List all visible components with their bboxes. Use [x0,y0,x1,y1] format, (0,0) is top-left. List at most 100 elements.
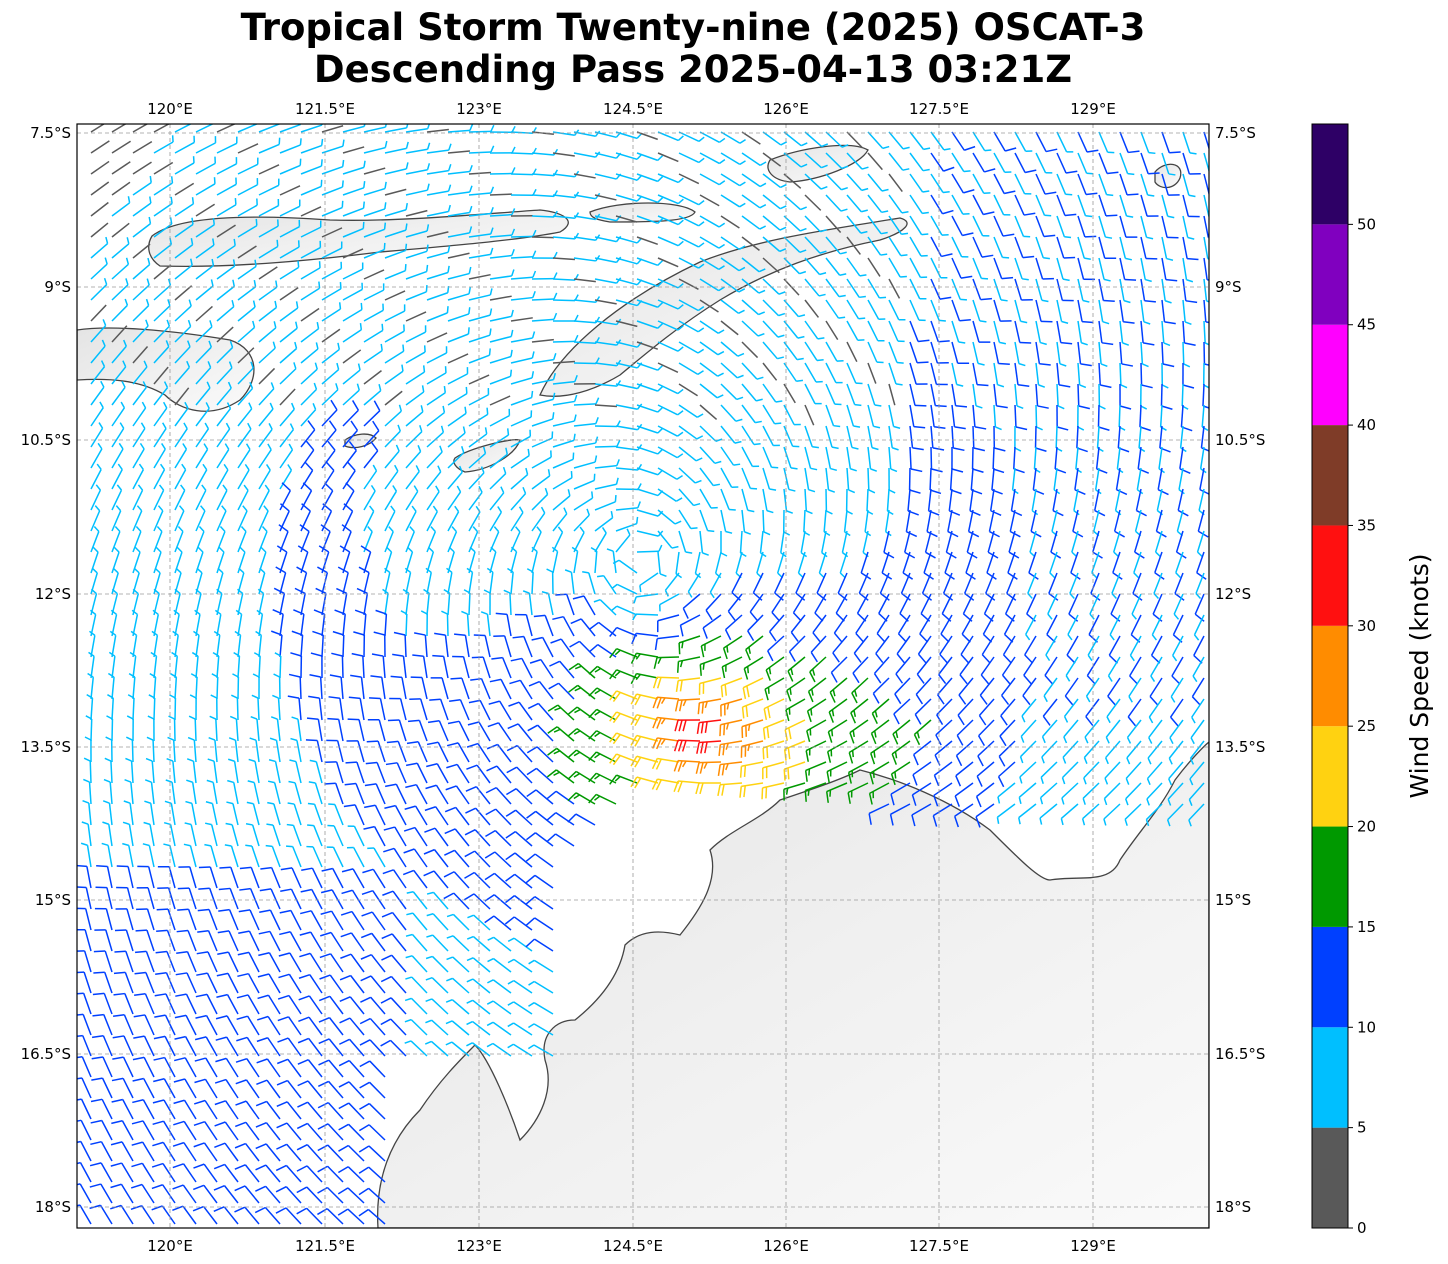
wind-barb [809,656,827,683]
wind-barb [980,656,995,685]
wind-barb [90,1140,113,1162]
wind-barb [300,362,318,385]
wind-barb [1139,404,1151,432]
wind-barb [867,152,883,171]
wind-barb [846,278,866,299]
wind-barb [678,509,698,530]
wind-barb [340,953,365,973]
wind-barb [279,464,293,490]
wind-barb [136,908,155,931]
wind-barb [256,1058,281,1078]
wind-barb [846,131,863,149]
wind-barb [216,993,239,1015]
wind-barb [275,1164,302,1183]
wind-barb [297,1101,323,1120]
wind-barb [255,1100,281,1120]
wind-barb [426,204,451,217]
wind-barb [505,873,533,889]
wind-barb [849,719,869,744]
wind-barb [153,422,167,448]
wind-barb [652,716,680,729]
wind-barb [1006,572,1017,601]
wind-barb [342,400,360,427]
wind-barb [804,152,828,169]
wind-barb [489,228,516,238]
wind-barb [651,778,680,791]
wind-barb [405,224,430,238]
wind-barb [762,152,782,167]
wind-barb [993,278,1008,302]
wind-barb [1014,425,1022,452]
wind-barb [657,509,682,525]
wind-barb [1022,677,1037,706]
wind-barb [1132,572,1143,601]
wind-barb [1125,761,1142,785]
wind-barb [493,635,512,658]
wind-barb [951,362,964,387]
wind-barb [480,611,491,637]
wind-barb [652,676,680,689]
wind-barb [489,428,510,448]
wind-barb [215,1015,239,1036]
wind-barb [657,173,684,184]
wind-barb [256,609,264,637]
wind-barb [571,546,579,574]
wind-barb [1161,194,1175,219]
wind-barb [888,257,907,278]
wind-barb [234,1185,260,1204]
wind-barb [485,786,512,805]
wind-barb [260,866,281,889]
wind-barb [1087,635,1100,662]
wind-barb [321,399,338,427]
wind-barb [360,996,386,1015]
wind-barb [217,930,239,952]
wind-barb [783,782,806,801]
wind-barb [157,865,176,889]
wind-barb [1077,278,1090,303]
wind-barb [1148,698,1163,724]
wind-barb [768,614,785,642]
wind-barb [296,1207,323,1225]
wind-barb [132,422,146,448]
wind-barb [525,874,554,889]
wind-barb [594,439,621,448]
wind-barb [1098,278,1115,303]
wind-barb [657,446,684,459]
wind-barb [153,161,174,175]
wind-barb [236,1036,260,1057]
wind-barb [1103,803,1121,826]
wind-barb [709,572,722,599]
wind-barb [279,321,298,343]
wind-barb [364,804,386,826]
wind-barb [300,420,316,448]
wind-barb [594,459,620,469]
wind-barb [468,485,483,511]
wind-barb [998,740,1016,767]
wind-barb [384,304,406,322]
wind-barb [125,736,134,763]
wind-barb [195,402,210,427]
wind-barb [783,215,807,232]
wind-barb [423,848,449,868]
wind-barb [404,997,428,1015]
wind-barb [552,489,571,511]
wind-barb [253,652,261,679]
wind-barb [951,152,971,173]
wind-barb [172,1184,197,1204]
wind-barb [510,657,533,679]
wind-barb [699,446,722,465]
wind-barb [142,843,155,868]
wind-barb [993,299,1012,322]
wind-barb [657,194,684,205]
wind-barb [381,933,407,952]
wind-barb [909,320,930,343]
wind-barb [342,201,365,217]
wind-barb [573,508,590,532]
lon-tick-bottom: 120°E [147,1237,193,1255]
wind-barb [696,719,722,734]
wind-barb [132,1077,155,1099]
wind-barb [1056,236,1076,259]
wind-barb [699,383,724,399]
wind-barb [825,467,836,493]
wind-barb [317,1165,344,1183]
